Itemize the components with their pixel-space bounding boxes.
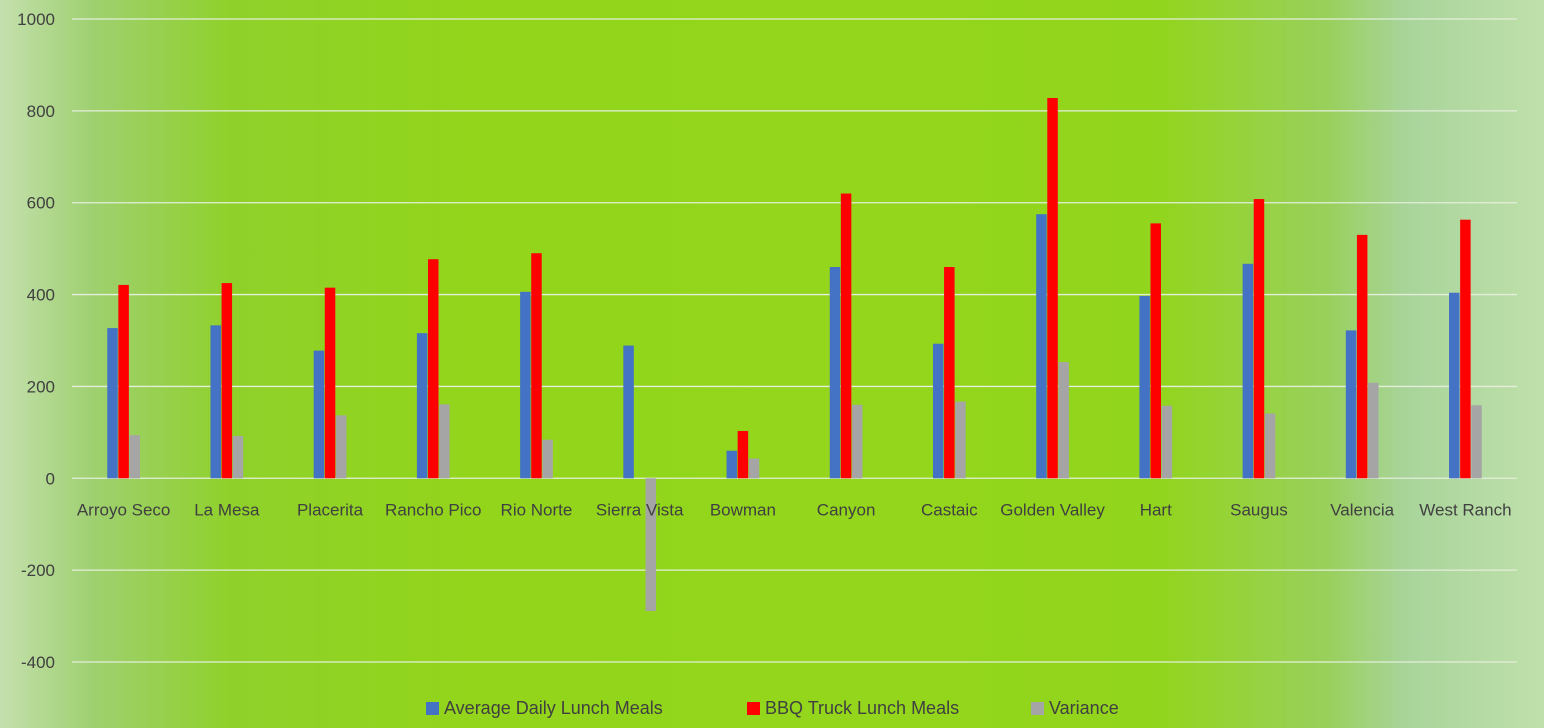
y-axis-ticks: -400 -200 0 200 400 600 800 1000 (17, 10, 55, 672)
bar-average-daily-lunch-meals-hart (1139, 295, 1150, 479)
bar-bbq-truck-lunch-meals-rio-norte (531, 253, 542, 479)
bar-variance-golden-valley (1058, 362, 1069, 479)
bar-bbq-truck-lunch-meals-valencia (1356, 234, 1368, 479)
y-tick-label: 0 (46, 469, 55, 488)
y-tick-label: 400 (27, 286, 55, 305)
x-tick-label: Saugus (1230, 500, 1288, 519)
bar-average-daily-lunch-meals-sierra-vista (623, 345, 634, 479)
y-tick-label: 600 (27, 194, 55, 213)
x-tick-label: Valencia (1330, 500, 1394, 519)
bar-bbq-truck-lunch-meals-west-ranch (1460, 219, 1471, 479)
bar-bbq-truck-lunch-meals-saugus (1253, 199, 1265, 479)
bar-variance-castaic (955, 401, 966, 479)
bar-average-daily-lunch-meals-west-ranch (1449, 292, 1460, 479)
legend-label: Variance (1049, 698, 1119, 718)
bar-average-daily-lunch-meals-saugus (1242, 263, 1254, 479)
bar-variance-canyon (851, 404, 863, 479)
bar-average-daily-lunch-meals-valencia (1345, 330, 1357, 479)
bar-average-daily-lunch-meals-rancho-pico (416, 333, 428, 479)
legend-label: Average Daily Lunch Meals (444, 698, 663, 718)
x-tick-label: Castaic (921, 500, 978, 519)
bar-average-daily-lunch-meals-golden-valley (1036, 214, 1047, 479)
bar-average-daily-lunch-meals-la-mesa (210, 325, 221, 479)
bar-bbq-truck-lunch-meals-arroyo-seco (118, 284, 129, 479)
y-tick-label: 200 (27, 377, 55, 396)
y-tick-label: -400 (21, 653, 55, 672)
gridlines (72, 18, 1517, 663)
bar-average-daily-lunch-meals-rio-norte (520, 291, 531, 479)
bar-average-daily-lunch-meals-placerita (313, 350, 325, 479)
x-tick-label: Canyon (817, 500, 876, 519)
bar-bbq-truck-lunch-meals-bowman (737, 430, 749, 479)
x-tick-label: Rio Norte (501, 500, 573, 519)
bar-bbq-truck-lunch-meals-rancho-pico (428, 259, 439, 479)
y-tick-label: 1000 (17, 10, 55, 29)
bar-average-daily-lunch-meals-canyon (829, 267, 841, 479)
bar-bbq-truck-lunch-meals-placerita (324, 287, 336, 479)
y-tick-label: -200 (21, 561, 55, 580)
x-tick-label: Arroyo Seco (77, 500, 171, 519)
x-tick-label: Hart (1140, 500, 1172, 519)
x-tick-label: West Ranch (1419, 500, 1511, 519)
legend-swatch (426, 702, 439, 715)
x-tick-label: La Mesa (194, 500, 260, 519)
legend-swatch (747, 702, 760, 715)
legend: Average Daily Lunch Meals BBQ Truck Lunch… (426, 698, 1119, 718)
bar-average-daily-lunch-meals-castaic (932, 343, 944, 479)
x-tick-label: Golden Valley (1000, 500, 1105, 519)
bar-average-daily-lunch-meals-bowman (726, 450, 738, 479)
bar-bbq-truck-lunch-meals-hart (1150, 223, 1161, 479)
bar-variance-placerita (335, 415, 347, 479)
bar-variance-hart (1161, 405, 1173, 479)
legend-swatch (1031, 702, 1044, 715)
bar-bbq-truck-lunch-meals-la-mesa (221, 283, 233, 479)
bar-bbq-truck-lunch-meals-canyon (840, 193, 852, 479)
bar-variance-bowman (748, 458, 760, 479)
bar-variance-la-mesa (232, 436, 244, 479)
bar-variance-west-ranch (1471, 405, 1482, 479)
y-tick-label: 800 (27, 102, 55, 121)
bar-variance-saugus (1264, 413, 1276, 479)
bar-variance-rio-norte (542, 439, 553, 479)
bar-bbq-truck-lunch-meals-golden-valley (1047, 97, 1058, 479)
x-tick-label: Placerita (297, 500, 364, 519)
x-tick-label: Sierra Vista (596, 500, 684, 519)
x-tick-label: Rancho Pico (385, 500, 481, 519)
bar-variance-arroyo-seco (129, 435, 140, 479)
bar-variance-rancho-pico (439, 404, 450, 479)
legend-label: BBQ Truck Lunch Meals (765, 698, 959, 718)
bars (107, 97, 1482, 612)
bar-variance-sierra-vista (645, 478, 657, 612)
x-axis-ticks: Arroyo Seco La Mesa Placerita Rancho Pico Ri… (77, 500, 1512, 519)
bar-average-daily-lunch-meals-arroyo-seco (107, 328, 118, 479)
x-tick-label: Bowman (710, 500, 776, 519)
bar-bbq-truck-lunch-meals-castaic (944, 267, 955, 479)
bar-variance-valencia (1368, 382, 1379, 479)
